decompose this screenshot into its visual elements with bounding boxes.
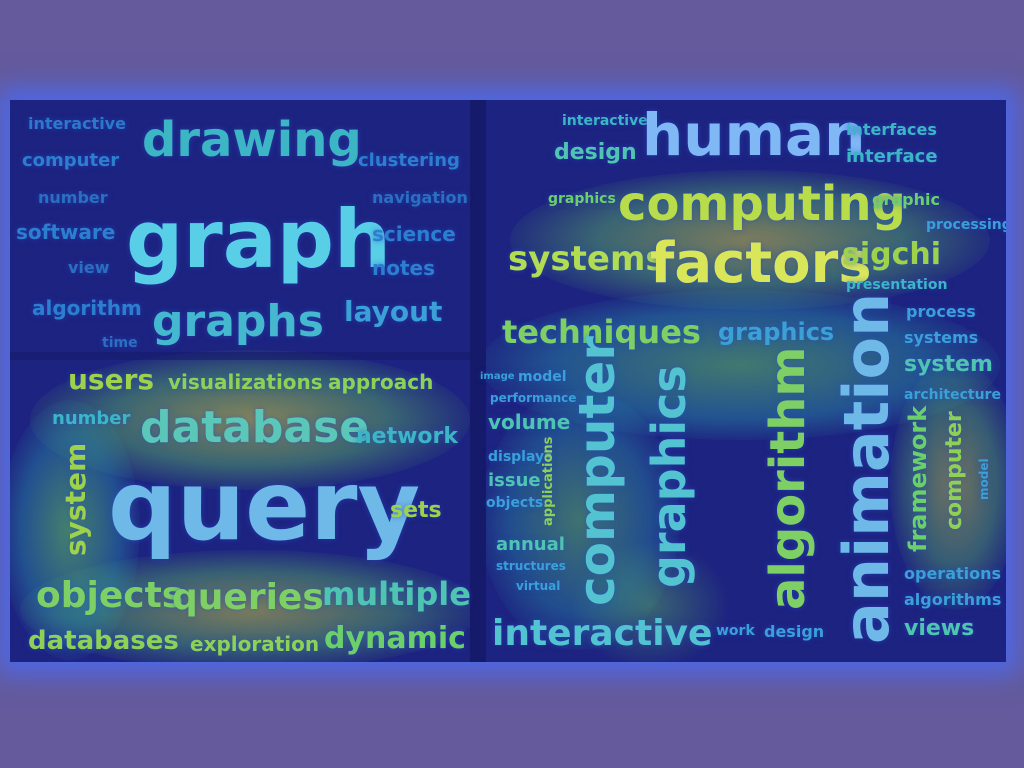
cloud-word: model: [977, 458, 991, 500]
cloud-word: graphs: [152, 296, 324, 347]
cloud-word: applications: [541, 436, 556, 526]
cloud-word: databases: [28, 626, 179, 656]
cloud-word: visualizations: [168, 370, 323, 394]
cloud-word: issue: [488, 470, 541, 491]
cloud-word: human: [642, 101, 866, 169]
cloud-word: interactive: [28, 114, 126, 133]
cloud-word: dynamic: [324, 621, 466, 656]
cloud-word: algorithm: [760, 346, 816, 610]
cloud-word: graphic: [872, 190, 940, 209]
cloud-word: number: [38, 188, 108, 207]
cloud-word: architecture: [904, 387, 1001, 403]
panel-divider: [10, 352, 470, 360]
cloud-word: navigation: [372, 188, 468, 207]
cloud-word: presentation: [846, 277, 948, 293]
cloud-word: systems: [508, 239, 666, 279]
cloud-word: interactive: [492, 613, 713, 654]
cloud-word: approach: [328, 370, 434, 394]
cloud-word: layout: [344, 295, 443, 328]
cloud-word: computer: [22, 150, 120, 171]
cloud-word: operations: [904, 564, 1002, 583]
cloud-word: performance: [490, 391, 577, 405]
cloud-word: objects: [486, 495, 544, 511]
cloud-word: graph: [126, 193, 391, 286]
cloud-word: notes: [372, 256, 436, 280]
cloud-word: sets: [390, 498, 442, 523]
cloud-word: virtual: [516, 579, 561, 593]
cloud-word: interface: [846, 146, 938, 167]
cloud-word: view: [68, 258, 110, 277]
cloud-word: graphics: [642, 365, 696, 588]
cloud-word: query: [108, 450, 421, 562]
cloud-word: model: [518, 369, 567, 385]
cloud-word: number: [52, 408, 131, 429]
cloud-word: multiple: [322, 575, 471, 613]
cloud-word: computer: [942, 411, 967, 530]
cloud-word: image: [480, 371, 515, 382]
cloud-word: objects: [36, 575, 184, 616]
cloud-word: database: [140, 402, 370, 453]
cloud-word: graphics: [548, 191, 616, 207]
cloud-word: system: [904, 352, 993, 377]
cloud-word: animation: [830, 292, 903, 644]
cloud-word: processing: [926, 217, 1006, 233]
cloud-word: drawing: [142, 112, 362, 168]
cloud-word: volume: [488, 410, 571, 434]
cloud-word: sigchi: [842, 237, 942, 272]
cloud-word: interactive: [562, 113, 648, 129]
cloud-word: displays: [488, 449, 553, 465]
cloud-word: science: [372, 222, 456, 246]
cloud-word: interfaces: [846, 120, 937, 139]
cloud-word: computing: [618, 176, 906, 232]
cloud-word: process: [906, 302, 976, 321]
cloud-word: network: [356, 424, 459, 449]
cloud-word: annual: [496, 534, 565, 555]
cloud-word: factors: [650, 231, 872, 296]
cloud-word: views: [904, 616, 975, 641]
cloud-word: structures: [496, 559, 566, 573]
panel-divider: [470, 100, 486, 662]
cloud-word: systems: [904, 328, 979, 347]
cloud-word: work: [716, 623, 755, 639]
cloud-word: clustering: [358, 150, 460, 171]
cloud-word: algorithms: [904, 590, 1002, 609]
cloud-word: queries: [172, 577, 324, 618]
cloud-word: users: [68, 363, 155, 396]
cloud-word: system: [59, 442, 92, 556]
cloud-word: computer: [568, 336, 626, 606]
cloud-word: exploration: [190, 632, 320, 656]
cloud-word: techniques: [502, 313, 701, 351]
word-cloud-frame: interactive drawing computer clustering …: [10, 100, 1006, 662]
cloud-word: algorithm: [32, 296, 142, 320]
cloud-word: time: [102, 335, 138, 351]
cloud-word: framework: [904, 405, 932, 552]
cloud-word: graphics: [718, 318, 835, 346]
cloud-word: design: [554, 140, 637, 165]
cloud-word: design: [764, 622, 825, 641]
cloud-word: software: [16, 220, 116, 244]
